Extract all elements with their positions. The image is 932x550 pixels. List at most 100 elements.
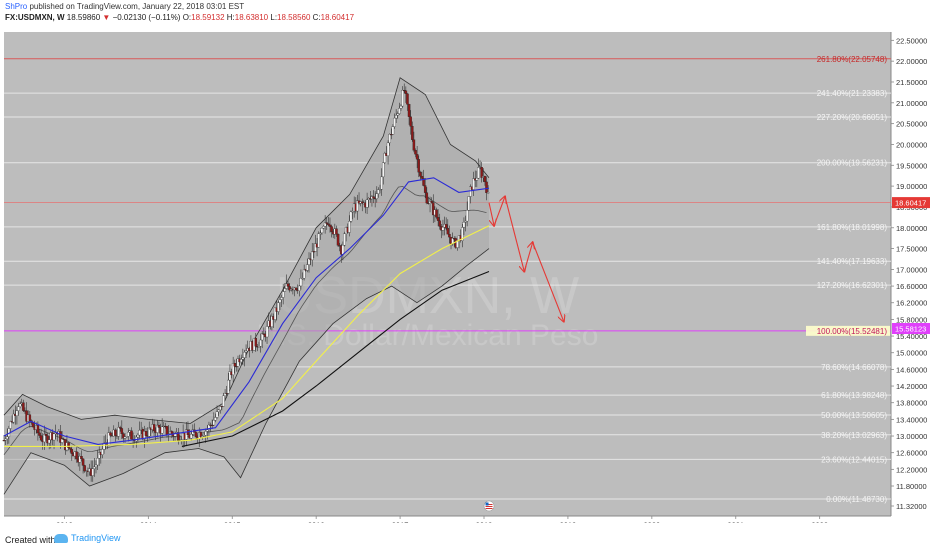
candle-body bbox=[210, 424, 214, 426]
fib-level-label: 141.40%(17.19633) bbox=[817, 257, 888, 266]
y-tick-label: 11.80000 bbox=[896, 482, 927, 491]
candle-body bbox=[422, 178, 425, 186]
candle-body bbox=[436, 217, 440, 221]
candle-body bbox=[432, 202, 435, 216]
created-with-text: Created with bbox=[5, 535, 56, 545]
candle-body bbox=[170, 431, 174, 434]
candle-body bbox=[430, 201, 433, 203]
us-flag-canton bbox=[485, 502, 489, 506]
candle-body bbox=[411, 126, 414, 140]
footer: Created with TradingView bbox=[0, 528, 932, 550]
y-tick-label: 13.00000 bbox=[896, 432, 927, 441]
y-tick-label: 19.50000 bbox=[896, 161, 927, 170]
candle-body bbox=[260, 333, 264, 341]
candle-body bbox=[361, 201, 364, 204]
candle-body bbox=[464, 220, 467, 223]
candle-body bbox=[341, 244, 345, 255]
x-tick-label: 2021 bbox=[727, 521, 744, 523]
candle-body bbox=[407, 104, 411, 117]
candle-body bbox=[220, 405, 224, 408]
candle-body bbox=[22, 402, 25, 411]
candle-body bbox=[299, 278, 303, 287]
candle-body bbox=[349, 211, 353, 222]
x-tick-label: 2016 bbox=[308, 521, 325, 523]
ma-fast-line bbox=[3, 177, 490, 445]
candle-body bbox=[44, 433, 48, 436]
candle-body bbox=[281, 291, 285, 298]
candle-body bbox=[462, 222, 466, 228]
candle-body bbox=[335, 228, 338, 235]
bollinger-lower-line bbox=[3, 248, 490, 495]
candle-body bbox=[388, 134, 391, 144]
candle-body bbox=[218, 405, 222, 411]
candle-body bbox=[412, 139, 416, 151]
candle-body bbox=[147, 427, 151, 437]
candle-body bbox=[377, 189, 380, 194]
candle-body bbox=[75, 451, 78, 460]
magenta-price-value: 15.58123 bbox=[895, 325, 926, 334]
change-arrow-icon: ▼ bbox=[102, 13, 111, 22]
candle-body bbox=[228, 371, 232, 381]
y-tick-label: 15.40000 bbox=[896, 332, 927, 341]
projection-arrow bbox=[488, 202, 494, 226]
candle-body bbox=[472, 178, 475, 190]
candle-body bbox=[336, 234, 340, 246]
candle-body bbox=[283, 288, 287, 292]
candle-body bbox=[227, 379, 230, 394]
fib-label-highlight bbox=[806, 325, 890, 336]
candle-body bbox=[241, 357, 245, 360]
fib-level-label: 0.00%(11.48730) bbox=[826, 495, 887, 504]
candle-body bbox=[278, 299, 282, 303]
candle-body bbox=[477, 167, 480, 179]
y-tick-label: 16.20000 bbox=[896, 299, 927, 308]
candle-body bbox=[136, 434, 140, 438]
current-price-value: 18.60417 bbox=[895, 199, 926, 208]
current-price-badge bbox=[892, 197, 930, 209]
candle-body bbox=[423, 185, 427, 193]
candle-body bbox=[475, 177, 479, 181]
candle-body bbox=[2, 440, 6, 442]
x-tick-label: 2017 bbox=[392, 521, 409, 523]
candle-body bbox=[118, 427, 122, 429]
open-value: 18.59132 bbox=[191, 13, 225, 22]
candle-body bbox=[461, 227, 464, 241]
fib-level-label: 78.60%(14.66078) bbox=[821, 363, 887, 372]
candle-body bbox=[469, 186, 472, 197]
candle-body bbox=[438, 220, 441, 227]
candle-body bbox=[109, 432, 112, 436]
candle-body bbox=[152, 424, 156, 432]
candle-body bbox=[306, 264, 309, 271]
candle-body bbox=[314, 243, 317, 252]
candle-body bbox=[343, 233, 346, 246]
y-tick-label: 20.50000 bbox=[896, 120, 927, 129]
candle-body bbox=[312, 251, 316, 253]
candle-body bbox=[68, 447, 72, 450]
candle-body bbox=[93, 466, 96, 469]
candle-body bbox=[4, 438, 7, 441]
bollinger-fill bbox=[4, 77, 489, 495]
chart-area[interactable]: USDMXN, W U.S. Dollar/Mexican Peso 261.80%… bbox=[0, 30, 932, 530]
candle-body bbox=[122, 433, 125, 439]
candle-body bbox=[160, 426, 164, 434]
candle-body bbox=[189, 434, 193, 439]
price-chart[interactable]: USDMXN, WU.S. Dollar/Mexican Peso261.80%… bbox=[0, 30, 932, 530]
candle-body bbox=[206, 429, 209, 432]
candle-body bbox=[214, 417, 217, 421]
candle-body bbox=[288, 286, 291, 291]
candle-body bbox=[280, 297, 283, 300]
tradingview-link[interactable]: TradingView bbox=[54, 533, 121, 543]
candle-body bbox=[386, 142, 390, 156]
x-tick-label: 2014 bbox=[140, 521, 157, 523]
high-value: 18.63810 bbox=[234, 13, 269, 22]
candle-body bbox=[319, 232, 322, 234]
candle-body bbox=[409, 116, 412, 127]
author-link[interactable]: ShPro bbox=[5, 2, 28, 11]
candle-body bbox=[310, 251, 314, 261]
candle-body bbox=[5, 436, 9, 440]
y-tick-label: 19.00000 bbox=[896, 182, 927, 191]
candle-body bbox=[120, 428, 124, 434]
candle-body bbox=[9, 421, 12, 429]
open-label: O: bbox=[182, 13, 192, 22]
bollinger-basis-line bbox=[3, 185, 487, 456]
candle-body bbox=[52, 433, 56, 441]
